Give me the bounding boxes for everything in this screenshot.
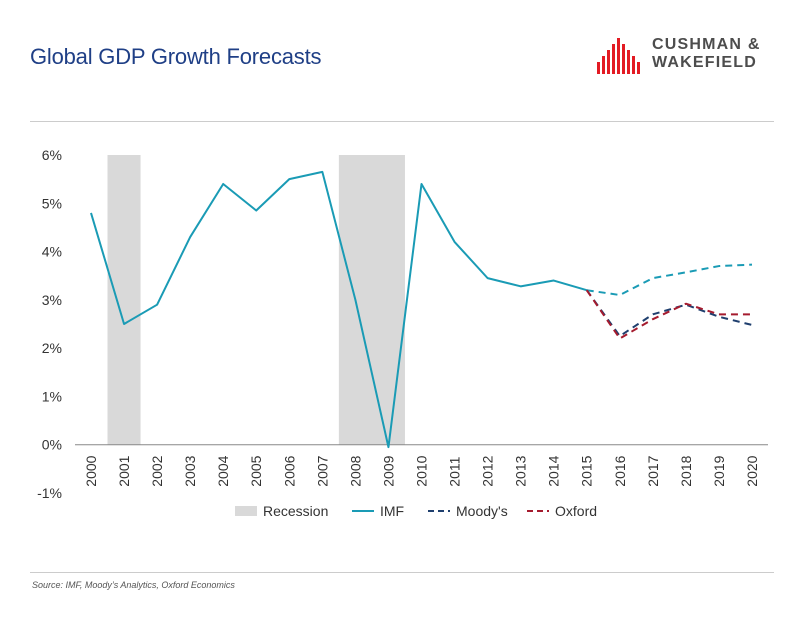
x-tick-label: 2019: [711, 455, 727, 486]
series-lines: [90, 170, 753, 449]
legend-label: Recession: [263, 503, 328, 519]
x-axis-ticks: 2000 2001 2002 2003 2004 2005 2006 2007 2008 2009…: [83, 455, 760, 486]
logo-wordmark: CUSHMAN & WAKEFIELD: [652, 36, 761, 72]
series-line-oxford: [585, 289, 752, 340]
x-tick-label: 2004: [215, 455, 231, 486]
y-axis-ticks: -1% 0% 1% 2% 3% 4% 5% 6%: [37, 147, 62, 501]
x-tick-label: 2003: [182, 455, 198, 486]
y-tick-label: 4%: [42, 244, 62, 260]
y-tick-label: 3%: [42, 292, 62, 308]
logo-line-2: WAKEFIELD: [652, 54, 758, 71]
x-tick-label: 2002: [149, 455, 165, 486]
y-tick-label: 0%: [42, 437, 62, 453]
y-tick-label: 5%: [42, 195, 62, 211]
series-line-imf: [90, 170, 588, 449]
x-tick-label: 2010: [414, 455, 430, 486]
cushman-wakefield-logo: CUSHMAN & WAKEFIELD: [596, 36, 776, 76]
x-tick-label: 2015: [579, 455, 595, 486]
legend-label: Moody's: [456, 503, 508, 519]
logo-mark-icon: [597, 38, 640, 74]
series-line-imf-forecast: [586, 263, 753, 297]
legend-label: IMF: [380, 503, 404, 519]
x-tick-label: 2012: [480, 455, 496, 486]
x-tick-label: 2016: [612, 455, 628, 486]
y-tick-label: -1%: [37, 485, 62, 501]
y-tick-label: 1%: [42, 388, 62, 404]
x-tick-label: 2013: [513, 455, 529, 486]
x-tick-label: 2009: [380, 455, 396, 486]
recession-bands: [107, 155, 405, 445]
x-tick-label: 2000: [83, 455, 99, 486]
y-tick-label: 2%: [42, 340, 62, 356]
x-tick-label: 2005: [248, 455, 264, 486]
x-tick-label: 2011: [447, 456, 463, 486]
footer-divider: [30, 572, 774, 573]
header-divider: [30, 121, 774, 122]
source-note: Source: IMF, Moody’s Analytics, Oxford E…: [32, 580, 235, 590]
x-tick-label: 2014: [546, 455, 562, 486]
x-tick-label: 2008: [347, 455, 363, 486]
gdp-line-chart: -1%0%1%2%3%4%5%6% 2000 2001 2002 2003 2004 20…: [37, 147, 768, 519]
legend-swatch-recession: [235, 506, 257, 516]
x-tick-label: 2017: [645, 455, 661, 486]
chart-legend: Recession IMF Moody's Oxford: [235, 503, 597, 519]
series-line-moody-s: [585, 289, 753, 338]
legend-label: Oxford: [555, 503, 597, 519]
x-tick-label: 2006: [281, 455, 297, 486]
recession-band-1: [107, 155, 141, 445]
logo-line-1: CUSHMAN &: [652, 36, 761, 53]
chart-title: Global GDP Growth Forecasts: [30, 44, 322, 69]
x-tick-label: 2018: [678, 455, 694, 486]
x-tick-label: 2007: [314, 455, 330, 486]
y-tick-label: 6%: [42, 147, 62, 163]
x-tick-label: 2020: [744, 455, 760, 486]
x-tick-label: 2001: [116, 455, 132, 486]
